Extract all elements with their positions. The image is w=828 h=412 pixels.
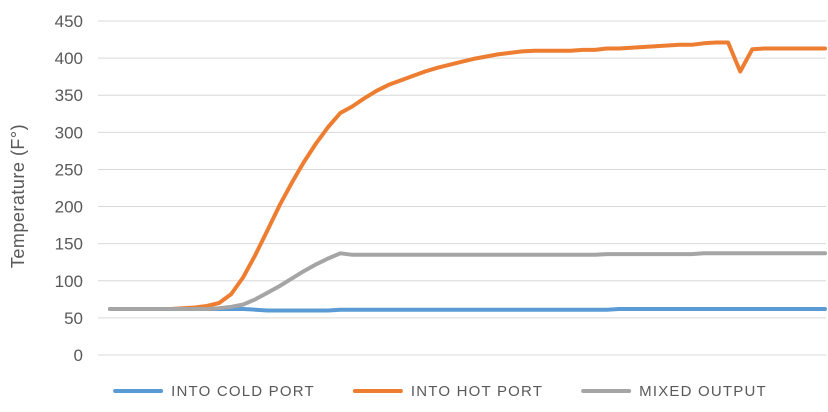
y-tick-label: 100 [55,272,83,291]
legend-item-into-cold-port: INTO COLD PORT [113,383,315,400]
y-tick-label: 250 [55,160,83,179]
y-tick-label: 50 [64,309,83,328]
y-tick-label: 350 [55,86,83,105]
series-line-into-hot-port [108,40,827,311]
y-tick-label: 300 [55,123,83,142]
y-tick-label: 400 [55,49,83,68]
y-tick-label: 150 [55,235,83,254]
series-line-mixed-output [108,251,827,311]
legend-label: INTO COLD PORT [171,383,315,400]
legend-label: INTO HOT PORT [411,383,543,400]
legend-label: MIXED OUTPUT [639,383,767,400]
legend: INTO COLD PORT INTO HOT PORT MIXED OUTPUT [113,383,767,400]
gridlines [98,20,826,356]
y-tick-label: 0 [74,346,83,365]
y-axis-tick-labels: 0 50 100 150 200 250 300 350 400 450 [55,12,83,365]
y-tick-label: 200 [55,198,83,217]
y-tick-label: 450 [55,12,83,31]
y-axis-title: Temperature (F°) [8,124,28,268]
series-lines [108,40,827,313]
legend-item-into-hot-port: INTO HOT PORT [352,383,543,400]
legend-item-mixed-output: MIXED OUTPUT [581,383,767,400]
